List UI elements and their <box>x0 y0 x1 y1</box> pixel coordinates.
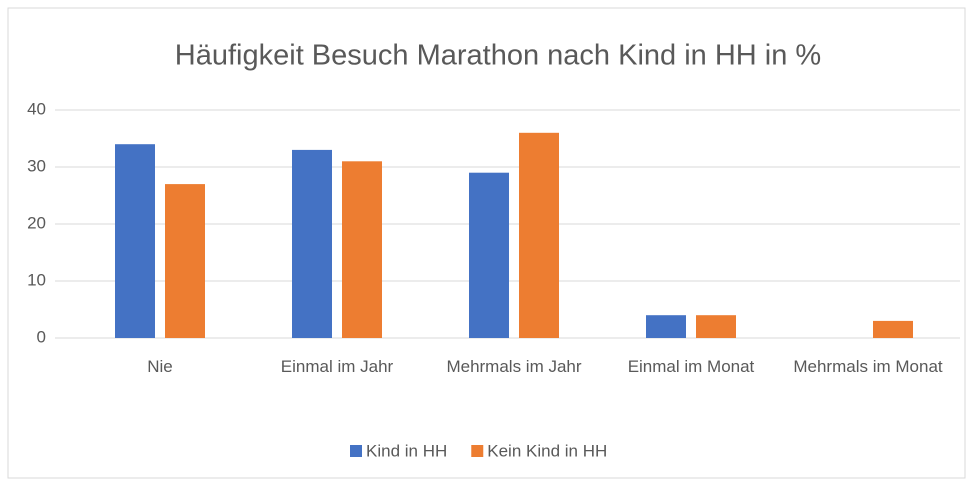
legend-label: Kind in HH <box>366 441 447 460</box>
bar <box>469 172 509 338</box>
bar <box>165 184 205 338</box>
legend-swatch <box>350 445 362 457</box>
bar <box>646 315 686 338</box>
y-tick-label: 10 <box>27 270 46 289</box>
y-tick-label: 20 <box>27 213 46 232</box>
y-tick-label: 40 <box>27 99 46 118</box>
y-tick-label: 0 <box>37 327 46 346</box>
x-tick-label: Nie <box>147 357 173 376</box>
chart-title: Häufigkeit Besuch Marathon nach Kind in … <box>175 40 821 72</box>
x-tick-label: Einmal im Jahr <box>280 357 394 376</box>
bar <box>115 144 155 338</box>
x-tick-label: Einmal im Monat <box>627 357 755 376</box>
legend-label: Kein Kind in HH <box>487 441 607 460</box>
bar <box>696 315 736 338</box>
bar <box>342 161 382 338</box>
legend-swatch <box>471 445 484 457</box>
y-tick-label: 30 <box>27 156 46 175</box>
bar <box>292 149 332 338</box>
bar <box>873 320 913 338</box>
x-tick-label: Mehrmals im Monat <box>793 357 943 376</box>
x-tick-label: Mehrmals im Jahr <box>446 357 582 376</box>
bar <box>519 132 559 338</box>
